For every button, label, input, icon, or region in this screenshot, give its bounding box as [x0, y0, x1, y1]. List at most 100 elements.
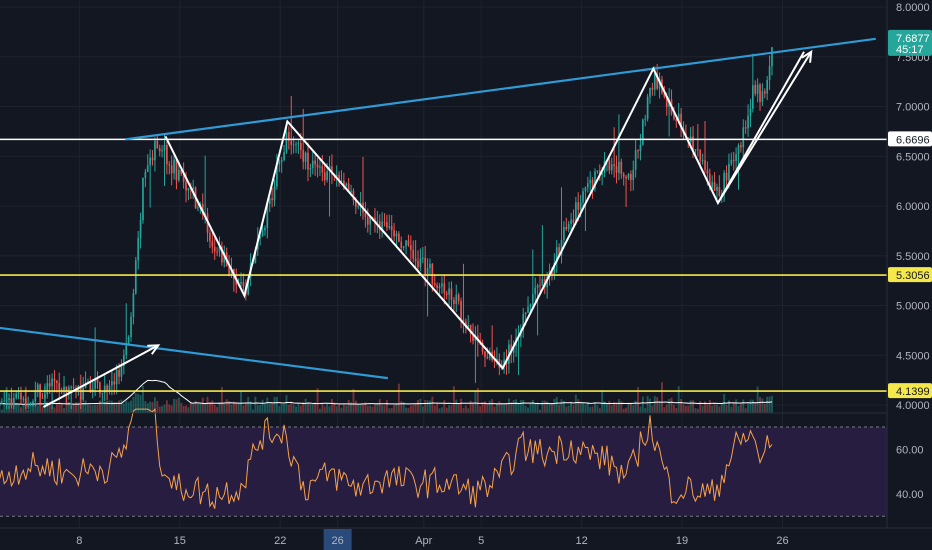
volume-bar — [550, 402, 553, 413]
volume-bar — [318, 408, 321, 413]
last-price-tag-background — [888, 29, 932, 56]
candle-body — [24, 398, 27, 406]
candle-body — [125, 343, 128, 356]
candle-body — [450, 288, 453, 300]
candle-body — [381, 221, 383, 231]
volume-bar — [187, 407, 190, 413]
candle-body — [438, 286, 441, 289]
volume-bar — [476, 387, 479, 413]
rsi-axis[interactable]: 60.00 40.00 — [896, 444, 924, 501]
volume-bar — [517, 402, 520, 413]
candle-body — [364, 212, 367, 217]
horizontal-levels[interactable] — [0, 138, 887, 392]
candle-body — [63, 386, 65, 392]
volume-bar — [118, 400, 121, 413]
candle-body — [735, 154, 737, 161]
candle-body — [405, 240, 407, 247]
volume-bar — [529, 403, 532, 413]
volume-bar — [639, 406, 642, 413]
candle-body — [376, 221, 379, 223]
volume-bar — [161, 406, 164, 413]
volume-bar — [730, 406, 733, 413]
volume-bar — [307, 402, 309, 413]
time-tick-label: 26 — [776, 535, 788, 547]
candle-body — [280, 159, 283, 162]
volume-bar — [546, 401, 549, 413]
candle-body — [182, 174, 185, 183]
volume-bar — [275, 396, 278, 413]
candle-body — [429, 263, 431, 268]
candle-body — [412, 249, 415, 259]
candle-body — [730, 159, 733, 164]
candle-body — [696, 149, 699, 151]
volume-bar — [304, 398, 307, 413]
volume-bar — [594, 402, 596, 413]
candle-body — [106, 385, 108, 392]
volume-bar — [48, 401, 51, 413]
volume-bar — [280, 403, 283, 413]
price-axis[interactable]: 8.00007.50007.00006.50006.00005.50005.00… — [896, 2, 930, 412]
candle-body — [563, 226, 565, 240]
volume-bar — [445, 407, 448, 413]
candle-body — [3, 400, 6, 402]
volume-bar — [491, 399, 494, 413]
trendlines[interactable] — [0, 37, 876, 380]
volume-bar — [328, 406, 331, 413]
volume-bar — [364, 402, 367, 413]
volume-bar — [450, 405, 453, 413]
candle-body — [596, 170, 599, 172]
time-axis[interactable]: 8 15 22 26 Apr 5 12 19 26 — [76, 529, 789, 550]
volume-bar — [412, 405, 415, 413]
volume-bar — [524, 405, 527, 413]
volume-bar — [572, 405, 575, 413]
volume-bar — [34, 403, 37, 413]
candle-body — [36, 384, 39, 391]
candle-body — [369, 216, 372, 225]
candle-body — [331, 166, 333, 174]
candle-body — [527, 306, 529, 313]
volume-bar — [8, 406, 10, 413]
volume-bar — [407, 407, 410, 413]
arrow-shaft — [43, 344, 159, 408]
volume-bar — [579, 401, 582, 413]
candle-body — [553, 262, 556, 275]
volume-bar — [204, 404, 207, 413]
volume-bar — [558, 404, 561, 413]
candle-body — [445, 293, 448, 295]
volume-bar — [3, 402, 6, 413]
volume-bar — [610, 405, 613, 413]
candle-body — [529, 304, 532, 307]
volume-bar — [414, 403, 417, 413]
candle-body — [271, 198, 273, 201]
candle-body — [8, 398, 10, 401]
volume-bar — [737, 406, 740, 413]
projection-arrows[interactable] — [43, 49, 813, 408]
volume-bar — [591, 406, 594, 413]
volume-bar — [350, 402, 352, 413]
volume-bar — [744, 408, 747, 413]
candle-body — [756, 84, 759, 94]
volume-bar — [87, 405, 89, 413]
volume-bar — [747, 403, 750, 413]
volume-bar — [46, 401, 49, 413]
candle-body — [694, 149, 697, 151]
candle-body — [173, 159, 175, 174]
volume-bar — [180, 402, 183, 413]
volume-bar — [278, 406, 281, 413]
candle-body — [228, 266, 230, 276]
candle-body — [742, 127, 745, 148]
volume-bar — [144, 401, 147, 413]
volume-bar — [199, 403, 202, 413]
candle-body — [72, 386, 75, 389]
volume-bar — [41, 406, 44, 413]
candle-body — [407, 240, 410, 246]
candle-body — [120, 365, 123, 377]
volume-bar — [103, 401, 106, 413]
volume-bar — [467, 408, 470, 413]
candle-body — [185, 182, 187, 191]
volume-bar — [242, 405, 245, 413]
volume-bar — [684, 405, 687, 413]
volume-bar — [577, 399, 580, 413]
candle-body — [398, 233, 400, 242]
